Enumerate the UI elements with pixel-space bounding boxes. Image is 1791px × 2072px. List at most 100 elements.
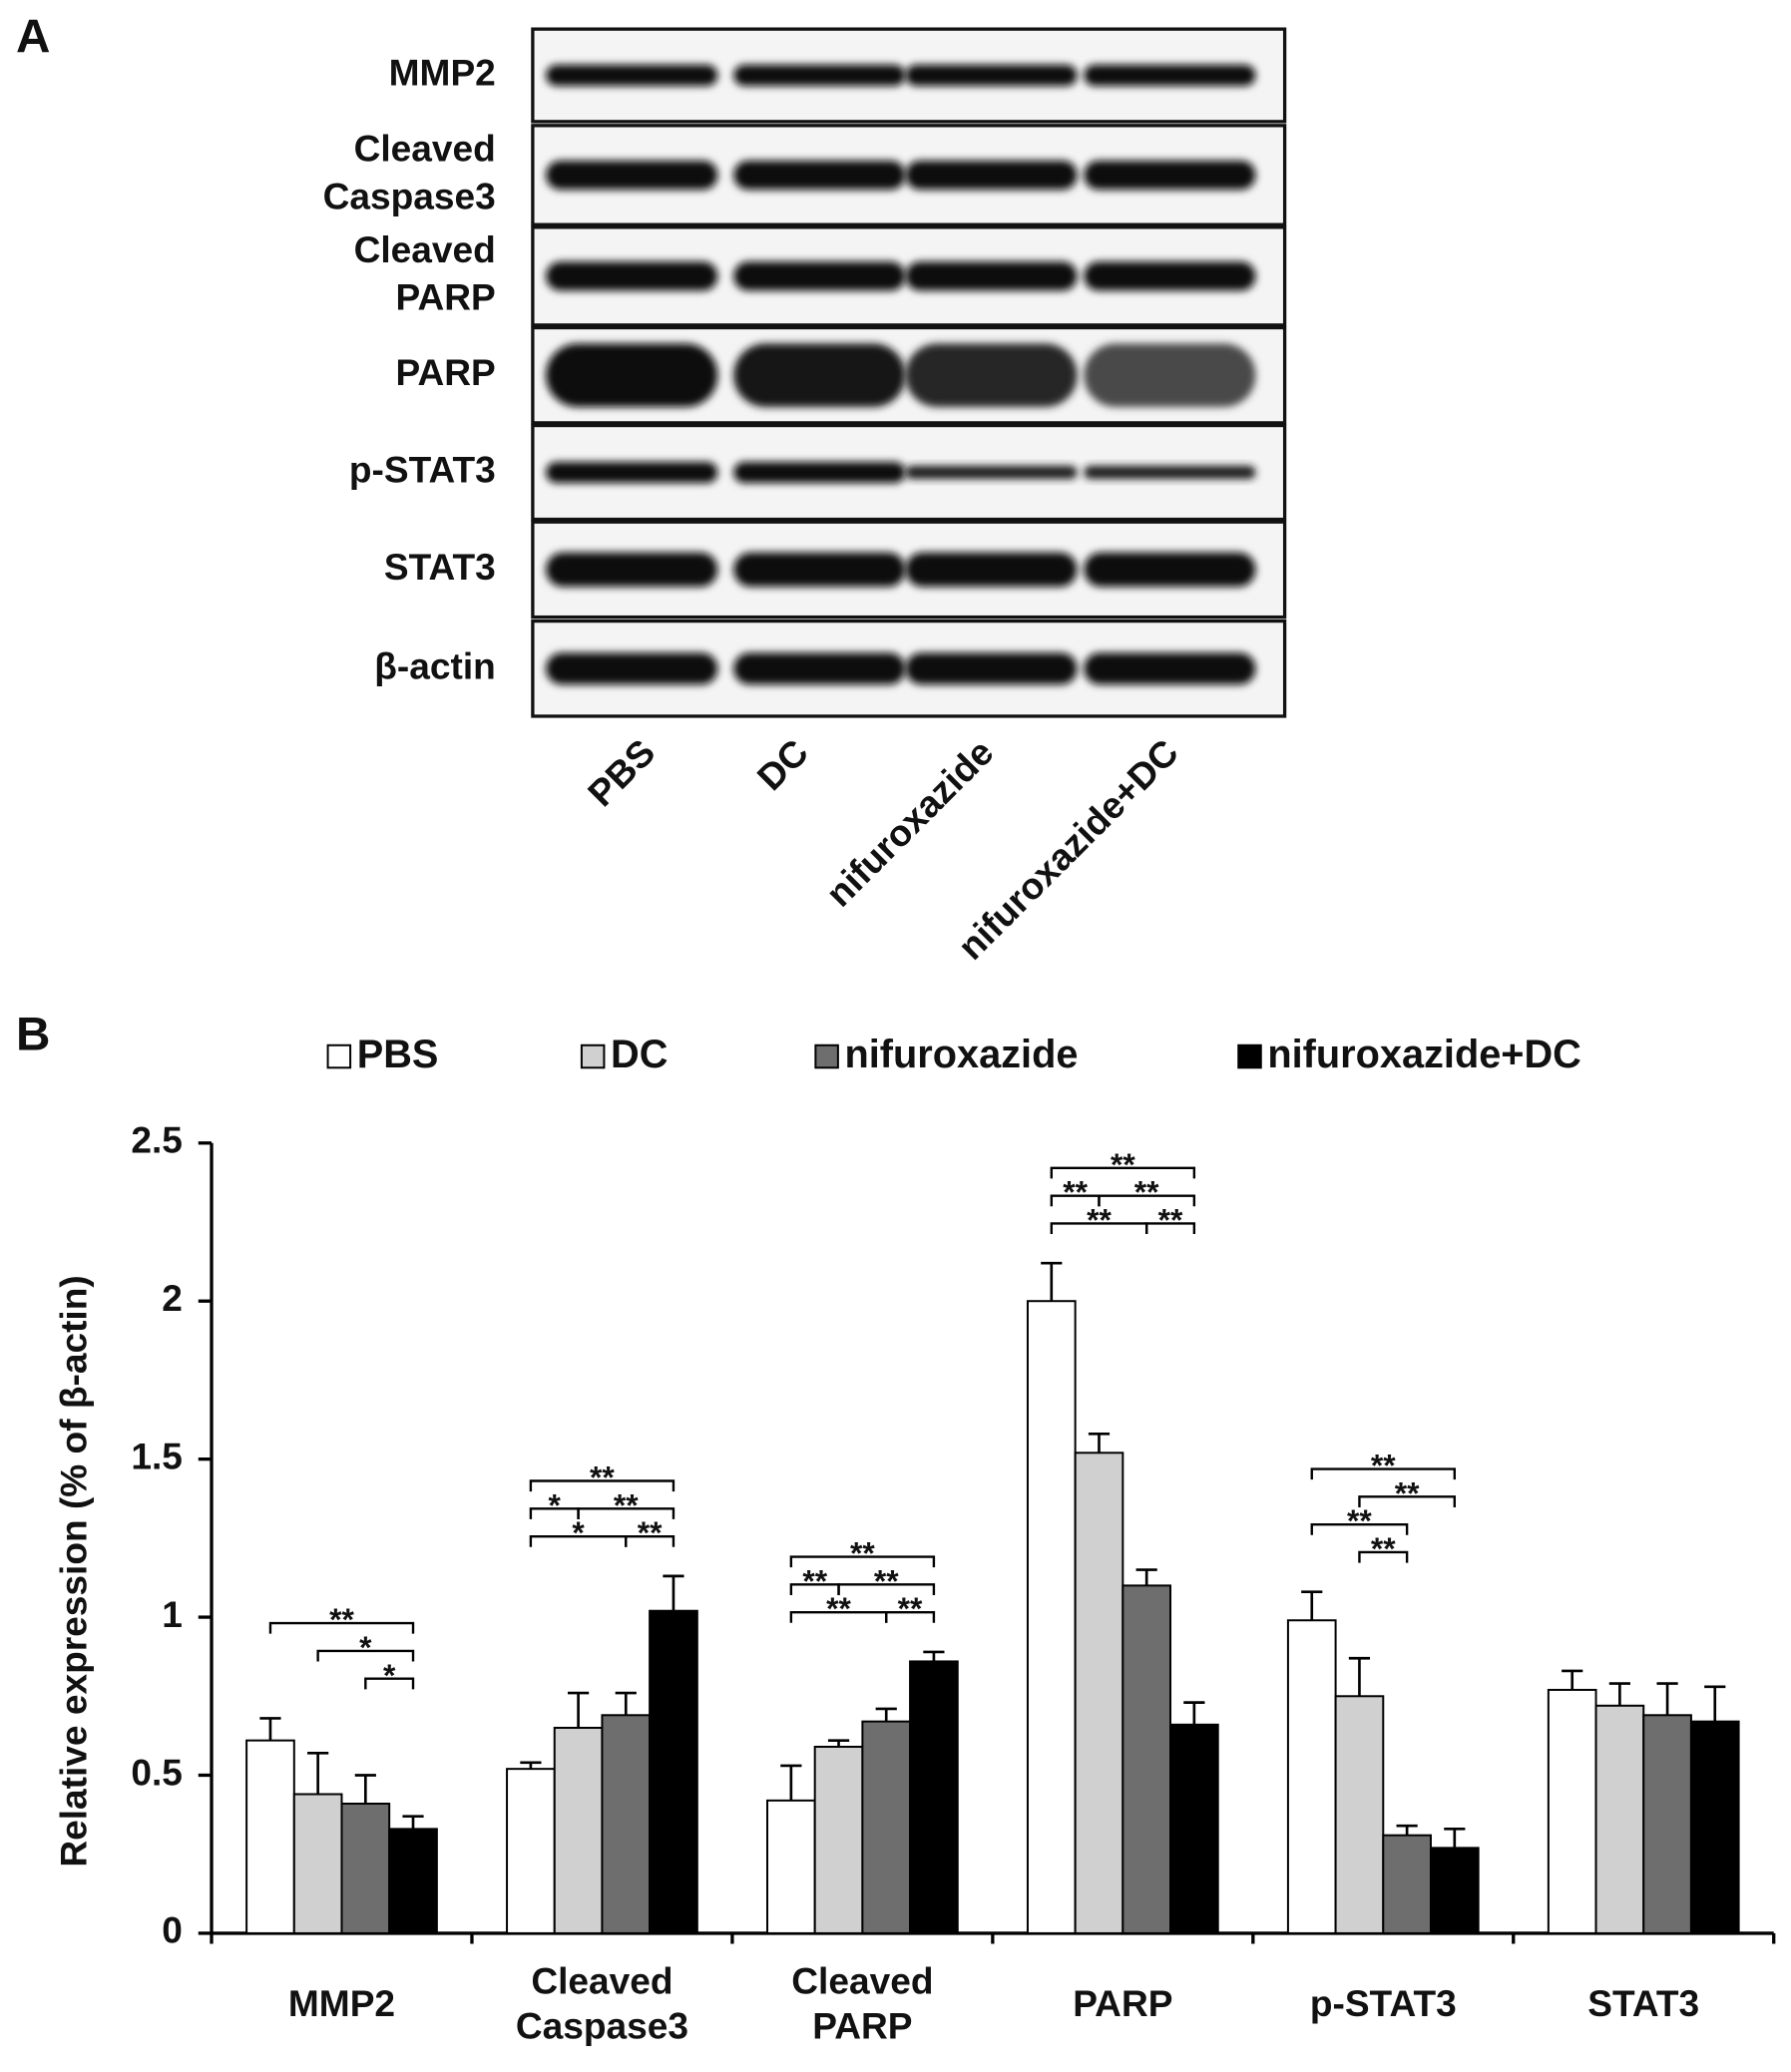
bar xyxy=(1074,1451,1124,1934)
y-tick-label: 1.5 xyxy=(131,1435,183,1476)
western-blot: MMP2 Cleaved Caspase3 Cleaved PARP PARP p-STAT… xyxy=(323,27,1287,968)
y-axis-label: Relative expression (% of β-actin) xyxy=(53,1275,95,1866)
error-bar xyxy=(875,1707,897,1722)
x-tick-label: p-STAT3 xyxy=(1310,1982,1457,2024)
bar xyxy=(1594,1704,1645,1934)
bar xyxy=(649,1609,698,1934)
significance-label: ** xyxy=(1347,1502,1372,1538)
blot-band xyxy=(733,552,906,588)
legend-swatch xyxy=(814,1043,839,1069)
significance-label: ** xyxy=(1371,1530,1396,1566)
significance-label: ** xyxy=(898,1590,923,1626)
blot-band xyxy=(733,64,906,87)
significance-bracket xyxy=(885,1610,936,1623)
significance-label: ** xyxy=(614,1486,639,1522)
legend-label: nifuroxazide+DC xyxy=(1267,1033,1581,1076)
blot-band xyxy=(905,64,1078,87)
x-tick-label: STAT3 xyxy=(1587,1982,1699,2024)
blot-band xyxy=(905,343,1078,407)
error-bar xyxy=(1183,1701,1205,1725)
row-label: p-STAT3 xyxy=(349,448,496,490)
significance-label: * xyxy=(359,1629,372,1665)
significance-label: ** xyxy=(1395,1474,1420,1510)
blot-band xyxy=(546,552,718,588)
error-bar xyxy=(1444,1828,1466,1849)
legend-swatch xyxy=(580,1043,606,1069)
significance-bracket xyxy=(268,1621,415,1634)
significance-bracket xyxy=(316,1649,415,1662)
legend-label: DC xyxy=(611,1033,668,1076)
significance-label: ** xyxy=(1063,1174,1088,1210)
blot-band xyxy=(546,652,718,685)
bar xyxy=(1026,1300,1077,1934)
bar xyxy=(1547,1688,1597,1934)
blot-band xyxy=(905,552,1078,588)
y-tick-label: 1 xyxy=(162,1593,183,1635)
significance-label: ** xyxy=(874,1562,899,1598)
error-bar xyxy=(1704,1685,1726,1722)
error-bar xyxy=(1608,1682,1630,1706)
error-bar xyxy=(567,1691,590,1728)
error-bar xyxy=(1656,1682,1678,1716)
error-bar xyxy=(780,1764,802,1801)
bar xyxy=(1429,1847,1480,1934)
bar-chart: PBS DC nifuroxazide nifuroxazide+DC 0 0.5 1 1.5… xyxy=(53,1033,1776,2046)
error-bar xyxy=(354,1774,376,1805)
x-tick-label: PARP xyxy=(1073,1982,1172,2024)
blot-band xyxy=(733,261,906,291)
significance-label: ** xyxy=(590,1459,615,1495)
bar xyxy=(388,1828,438,1934)
blot-band xyxy=(546,343,718,407)
bar xyxy=(1286,1619,1337,1934)
error-bar xyxy=(1348,1656,1371,1697)
error-bar xyxy=(1562,1669,1583,1690)
bar xyxy=(1689,1720,1740,1934)
legend-label: nifuroxazide xyxy=(845,1033,1079,1076)
significance-label: ** xyxy=(1158,1202,1183,1238)
significance-bracket xyxy=(1358,1550,1409,1563)
error-bar xyxy=(663,1574,684,1611)
significance-bracket xyxy=(1050,1166,1196,1179)
error-bar xyxy=(1301,1590,1323,1621)
blot-band xyxy=(905,465,1078,480)
error-bar xyxy=(1396,1824,1418,1836)
bar xyxy=(1121,1584,1172,1934)
bar xyxy=(506,1768,556,1934)
significance-label: ** xyxy=(1087,1202,1112,1238)
significance-bracket xyxy=(1310,1467,1457,1480)
bar xyxy=(1169,1723,1219,1934)
significance-bracket xyxy=(529,1479,675,1492)
row-label: Cleaved PARP xyxy=(354,228,496,318)
blot-band xyxy=(905,652,1078,685)
panel-label: B xyxy=(16,1008,50,1060)
bar xyxy=(1642,1714,1692,1934)
blot-band xyxy=(546,461,718,484)
blot-band xyxy=(546,160,718,191)
legend-swatch xyxy=(1237,1043,1262,1069)
significance-bracket xyxy=(837,1583,936,1595)
y-tick-label: 2.5 xyxy=(131,1119,183,1161)
significance-bracket xyxy=(577,1507,675,1519)
x-tick-label: MMP2 xyxy=(288,1982,395,2024)
significance-label: ** xyxy=(638,1514,663,1550)
bar xyxy=(245,1739,295,1934)
row-label: MMP2 xyxy=(389,51,496,93)
row-label: PARP xyxy=(396,351,496,393)
significance-bracket xyxy=(625,1534,675,1547)
blot-band xyxy=(1084,465,1256,480)
blot-band xyxy=(546,64,718,87)
significance-bracket xyxy=(1098,1194,1196,1207)
error-bar xyxy=(615,1691,637,1716)
row-label: Cleaved Caspase3 xyxy=(323,127,496,216)
blot-band xyxy=(733,343,906,407)
blot-band xyxy=(905,261,1078,291)
significance-label: ** xyxy=(850,1535,875,1571)
x-tick-label: Cleaved Caspase3 xyxy=(516,1959,688,2046)
blot-band xyxy=(1084,343,1256,407)
bar xyxy=(861,1720,912,1934)
significance-label: ** xyxy=(802,1562,827,1598)
error-bar xyxy=(307,1751,329,1795)
significance-bracket xyxy=(1144,1222,1196,1235)
